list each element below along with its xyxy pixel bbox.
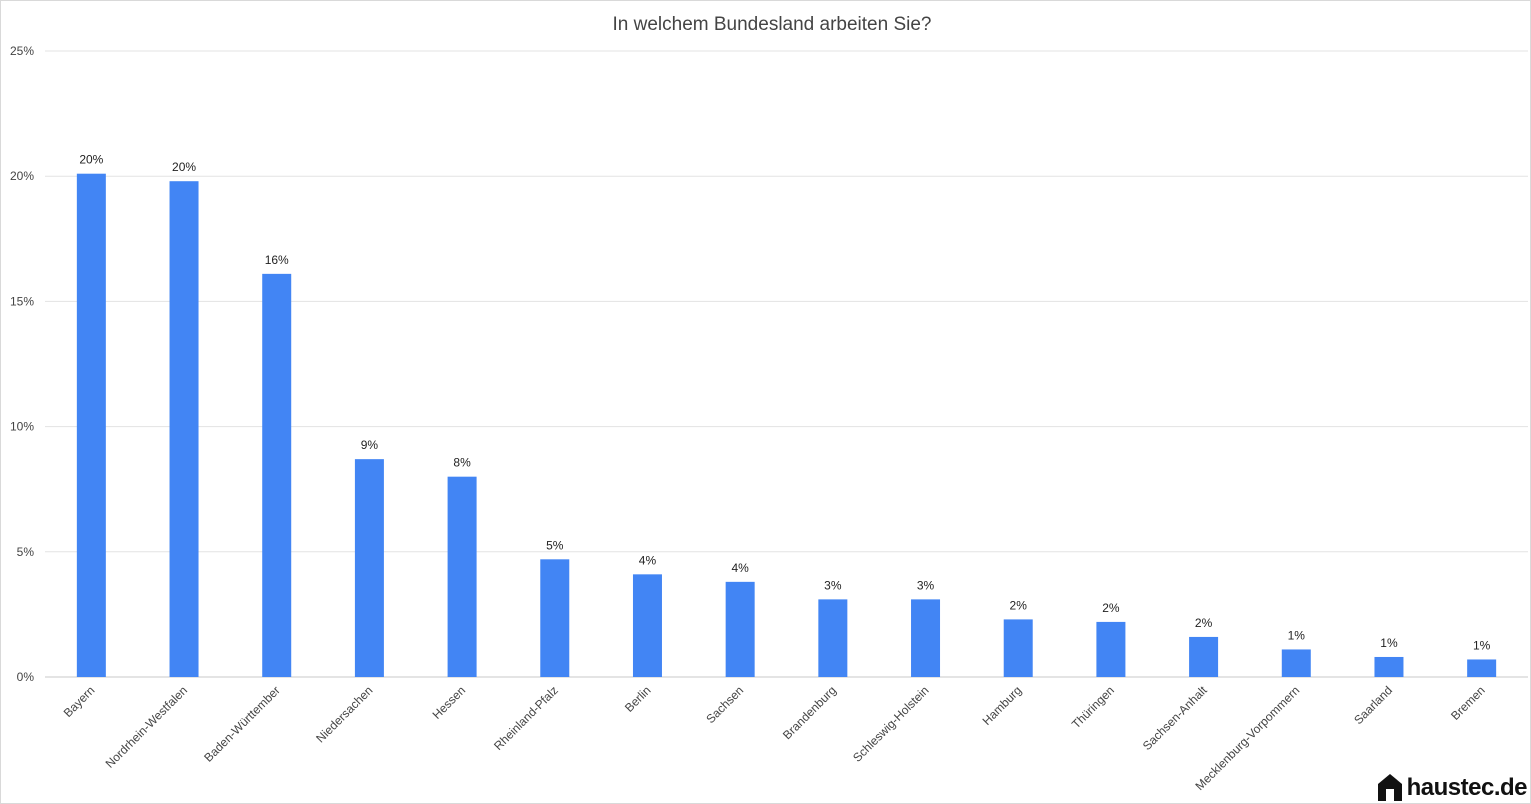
gridlines: [45, 50, 1528, 678]
y-tick-label: 5%: [17, 545, 35, 559]
bar: [725, 581, 755, 677]
bar: [1189, 636, 1219, 677]
bar: [632, 574, 662, 677]
data-label: 1%: [1288, 628, 1306, 642]
house-icon: [1377, 774, 1402, 801]
bar: [911, 599, 941, 677]
data-labels: 20% 20% 16% 9% 8% 5% 4% 4% 3% 3% 2% 2% 2% 1% 1% 1%: [79, 153, 1490, 653]
bar: [1281, 649, 1311, 677]
bars: [76, 173, 1497, 678]
y-tick-label: 25%: [10, 44, 34, 58]
bar: [1003, 619, 1033, 677]
logo-text: haustec.de: [1406, 774, 1528, 801]
bar: [354, 459, 384, 677]
data-label: 9%: [361, 438, 379, 452]
data-label: 3%: [824, 578, 842, 592]
bar: [447, 476, 477, 677]
data-label: 2%: [1010, 598, 1028, 612]
data-label: 3%: [917, 578, 935, 592]
haustec-logo: haustec.de: [1377, 772, 1528, 802]
bar: [1096, 621, 1126, 677]
y-tick-label: 0%: [17, 670, 35, 684]
data-label: 4%: [731, 561, 749, 575]
data-label: 20%: [79, 153, 103, 167]
data-label: 20%: [172, 160, 196, 174]
bar: [262, 273, 292, 677]
data-label: 5%: [546, 538, 564, 552]
y-tick-label: 10%: [10, 420, 34, 434]
y-tick-label: 15%: [10, 294, 34, 308]
data-label: 1%: [1380, 636, 1398, 650]
data-label: 4%: [639, 553, 657, 567]
data-label: 2%: [1195, 616, 1213, 630]
data-label: 2%: [1102, 601, 1120, 615]
y-tick-label: 20%: [10, 169, 34, 183]
bar: [540, 559, 570, 677]
bar: [818, 599, 848, 677]
data-label: 16%: [265, 253, 289, 267]
data-label: 8%: [453, 456, 471, 470]
data-label: 1%: [1473, 638, 1491, 652]
bar: [1374, 656, 1404, 677]
bar: [1467, 659, 1497, 677]
bar: [76, 173, 106, 678]
chart-title: In welchem Bundesland arbeiten Sie?: [613, 14, 932, 35]
y-axis-ticks: 0% 5% 10% 15% 20% 25%: [10, 44, 34, 684]
bar: [169, 181, 199, 677]
